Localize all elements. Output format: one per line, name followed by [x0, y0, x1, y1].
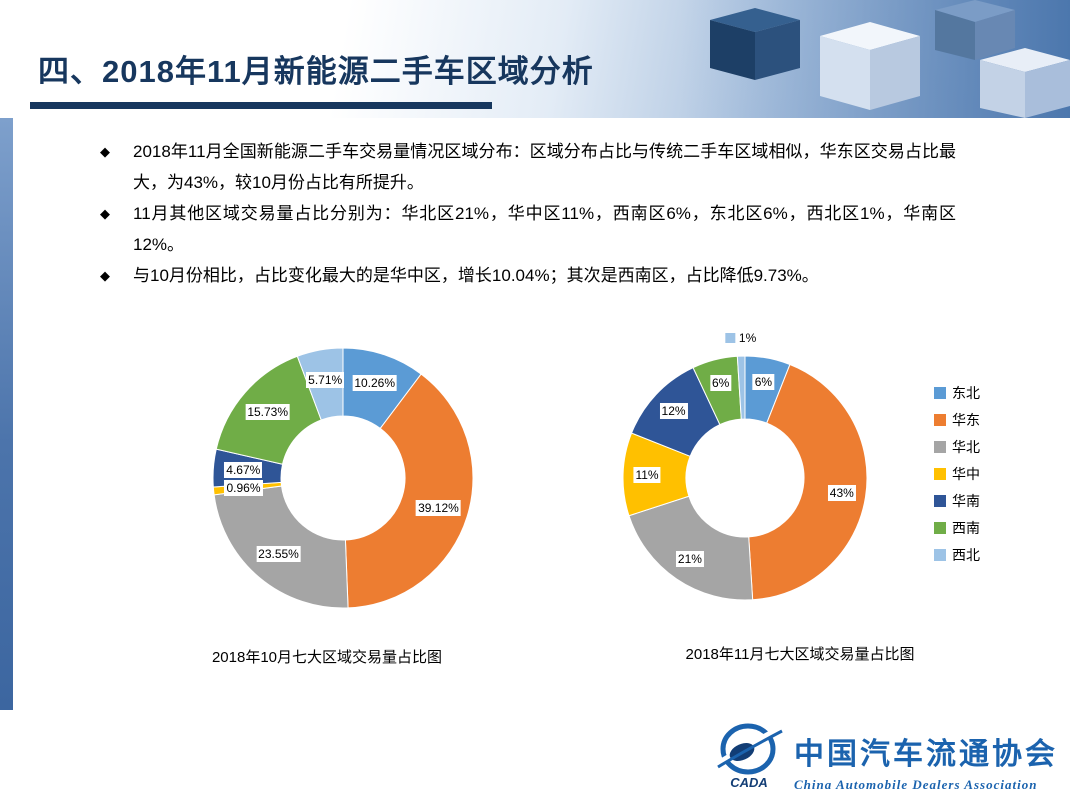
legend-swatch-icon [934, 387, 946, 399]
data-label-西北: 5.71% [306, 371, 345, 388]
data-label-华北: 23.55% [256, 546, 301, 563]
org-name-english: China Automobile Dealers Association [794, 777, 1038, 792]
pie-slice-西北 [736, 355, 746, 420]
legend-item-西北: 西北 [934, 546, 980, 564]
bullet-text-1: 2018年11月全国新能源二手车交易量情况区域分布：区域分布占比与传统二手车区域… [133, 142, 956, 192]
legend-swatch-icon [934, 414, 946, 426]
bullet-item-1: ◆ 2018年11月全国新能源二手车交易量情况区域分布：区域分布占比与传统二手车… [100, 136, 956, 198]
bullet-text-2: 11月其他区域交易量占比分别为：华北区21%，华中区11%，西南区6%，东北区6… [133, 204, 956, 254]
pie-slice-华东 [344, 373, 474, 609]
legend-label: 西南 [952, 520, 980, 536]
data-label-华北: 21% [675, 551, 704, 568]
chart-caption-november: 2018年11月七大区域交易量占比图 [685, 646, 915, 663]
legend-label: 华南 [952, 493, 980, 509]
org-name-chinese: 中国汽车流通协会 [794, 738, 1058, 771]
legend-item-华东: 华东 [934, 411, 980, 429]
left-accent-bar [0, 118, 13, 710]
header-cubes-graphic [680, 0, 1070, 118]
legend-label: 华东 [952, 412, 980, 428]
title-underline [30, 102, 492, 109]
legend-swatch-icon [934, 441, 946, 453]
data-label-西南: 6% [709, 375, 732, 392]
data-label-东北: 10.26% [352, 375, 398, 392]
data-label-华东: 43% [827, 485, 856, 502]
diamond-bullet-icon: ◆ [100, 206, 110, 221]
bullet-item-2: ◆ 11月其他区域交易量占比分别为：华北区21%，华中区11%，西南区6%，东北… [100, 198, 956, 260]
legend-swatch-icon [934, 549, 946, 561]
slide-header: 四、2018年11月新能源二手车区域分析 [0, 0, 1070, 118]
data-label-东北: 6% [752, 373, 775, 390]
pie-slice-华东 [748, 363, 868, 601]
legend-swatch-icon [934, 468, 946, 480]
data-label-华东: 39.12% [416, 499, 461, 516]
diamond-bullet-icon: ◆ [100, 144, 110, 159]
legend-item-东北: 东北 [934, 384, 980, 402]
org-name-block: 中国汽车流通协会 China Automobile Dealers Associ… [794, 721, 1058, 793]
cada-logo-icon: CADA [717, 723, 783, 790]
bullet-item-3: ◆ 与10月份相比，占比变化最大的是华中区，增长10.04%；其次是西南区，占比… [100, 260, 956, 291]
legend-item-华南: 华南 [934, 492, 980, 510]
legend-label: 华中 [952, 466, 980, 482]
cada-logo-text: CADA [730, 775, 768, 790]
legend-swatch-icon [934, 495, 946, 507]
legend-item-华中: 华中 [934, 465, 980, 483]
legend-item-华北: 华北 [934, 438, 980, 456]
legend-item-西南: 西南 [934, 519, 980, 537]
chart-legend: 东北华东华北华中华南西南西北 [934, 384, 980, 564]
legend-label: 东北 [952, 385, 980, 401]
legend-label: 西北 [952, 547, 980, 563]
page-title: 四、2018年11月新能源二手车区域分析 [38, 54, 594, 89]
chart-caption-october: 2018年10月七大区域交易量占比图 [211, 649, 443, 666]
legend-label: 华北 [952, 439, 980, 455]
data-label-西北: 1% [722, 330, 759, 347]
bullet-list: ◆ 2018年11月全国新能源二手车交易量情况区域分布：区域分布占比与传统二手车… [100, 136, 956, 291]
data-label-华中: 0.96% [224, 479, 263, 496]
data-label-华中: 11% [633, 466, 661, 483]
data-label-华南: 12% [659, 402, 688, 419]
data-label-西南: 15.73% [245, 404, 291, 421]
legend-key-swatch-icon [724, 333, 735, 344]
donut-chart-october: 10.26% 39.12% 23.55% 0.96% 4.67% 15.73% 5.71% [193, 328, 493, 628]
data-label-华南: 4.67% [224, 462, 263, 479]
legend-swatch-icon [934, 522, 946, 534]
pie-slice-华北 [628, 495, 754, 601]
donut-chart-november: 6% 43% 21% 11% 12% 6% 1% [595, 328, 895, 628]
diamond-bullet-icon: ◆ [100, 268, 110, 283]
bullet-text-3: 与10月份相比，占比变化最大的是华中区，增长10.04%；其次是西南区，占比降低… [133, 266, 819, 285]
footer: CADA 中国汽车流通协会 China Automobile Dealers A… [712, 721, 1058, 793]
